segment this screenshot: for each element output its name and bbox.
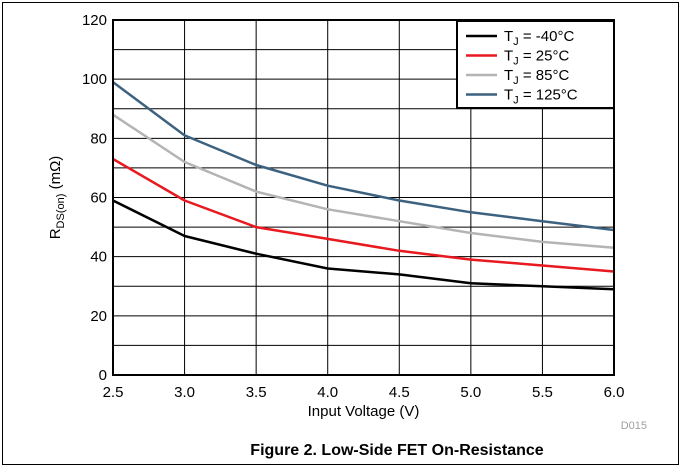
y-axis-title-unit: (mΩ) bbox=[47, 156, 64, 194]
x-tick-label: 5.0 bbox=[460, 384, 481, 401]
legend-label-sub: J bbox=[513, 36, 519, 48]
legend-label-main: T bbox=[504, 87, 513, 104]
y-tick-label: 0 bbox=[99, 367, 107, 384]
y-tick-label: 20 bbox=[90, 308, 107, 325]
series-line-3 bbox=[112, 81, 615, 232]
x-tick-label: 3.0 bbox=[174, 384, 195, 401]
y-axis-title: RDS(on) (mΩ) bbox=[47, 156, 67, 240]
legend-label: TJ = -40°C bbox=[504, 28, 574, 48]
y-axis-ticks: 0 20 40 60 80 100 120 bbox=[82, 12, 107, 384]
series-lines bbox=[112, 81, 615, 291]
legend-label-main: T bbox=[504, 28, 513, 45]
legend-label-sub: J bbox=[513, 95, 519, 107]
x-tick-label: 3.5 bbox=[246, 384, 267, 401]
legend-label-rest: = 125°C bbox=[519, 87, 578, 104]
x-tick-label: 4.0 bbox=[317, 384, 338, 401]
y-axis-title-sub: DS(on) bbox=[55, 194, 67, 229]
legend-label: TJ = 85°C bbox=[504, 67, 569, 87]
y-tick-label: 40 bbox=[90, 249, 107, 266]
y-tick-label: 120 bbox=[82, 12, 107, 29]
legend-label-rest: = 85°C bbox=[519, 67, 570, 84]
plot-area bbox=[112, 19, 615, 376]
legend-label-rest: = 25°C bbox=[519, 48, 570, 65]
series-line-1 bbox=[112, 157, 615, 273]
x-tick-label: 2.5 bbox=[103, 384, 124, 401]
legend-label-main: T bbox=[504, 67, 513, 84]
x-tick-label: 4.5 bbox=[389, 384, 410, 401]
legend-label-main: T bbox=[504, 48, 513, 65]
x-axis-ticks: 2.5 3.0 3.5 4.0 4.5 5.0 5.5 6.0 bbox=[103, 384, 625, 401]
legend: TJ = -40°CTJ = 25°CTJ = 85°CTJ = 125°C bbox=[456, 20, 615, 109]
x-axis-title: Input Voltage (V) bbox=[308, 403, 420, 420]
series-line-2 bbox=[112, 113, 615, 250]
x-tick-label: 5.5 bbox=[532, 384, 553, 401]
legend-label: TJ = 125°C bbox=[504, 87, 578, 107]
legend-label-rest: = -40°C bbox=[519, 28, 575, 45]
series-line-0 bbox=[112, 199, 615, 291]
y-tick-label: 80 bbox=[90, 130, 107, 147]
y-tick-label: 60 bbox=[90, 190, 107, 207]
legend-label-sub: J bbox=[513, 56, 519, 68]
y-axis-title-main: R bbox=[47, 228, 64, 239]
figure-code: D015 bbox=[621, 420, 647, 432]
y-tick-label: 100 bbox=[82, 71, 107, 88]
figure-caption: Figure 2. Low-Side FET On-Resistance bbox=[250, 442, 543, 459]
legend-label: TJ = 25°C bbox=[504, 48, 569, 68]
legend-label-sub: J bbox=[513, 75, 519, 87]
x-tick-label: 6.0 bbox=[604, 384, 625, 401]
